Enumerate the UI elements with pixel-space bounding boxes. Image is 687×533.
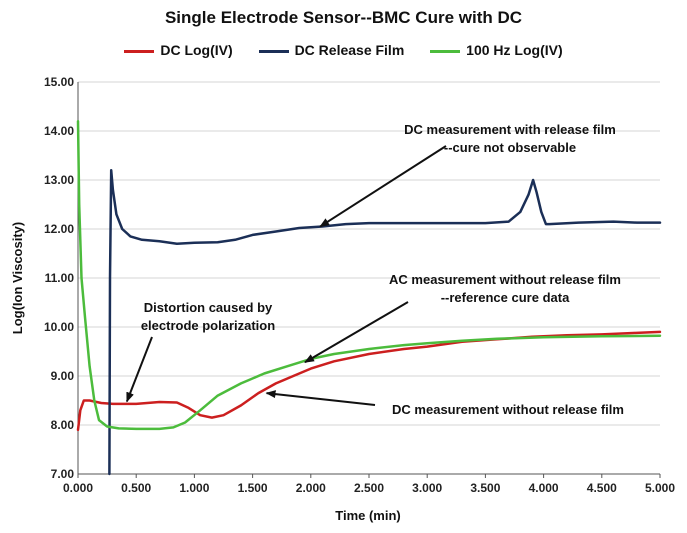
y-tick-label: 7.00 — [51, 467, 75, 481]
x-tick-label: 1.000 — [179, 481, 209, 495]
x-tick-label: 5.000 — [645, 481, 675, 495]
y-axis-label: Log(Ion Viscosity) — [10, 222, 25, 334]
y-tick-label: 14.00 — [44, 124, 74, 138]
legend-item-100hz-log: 100 Hz Log(IV) — [430, 42, 563, 58]
legend-swatch-dc-release-film — [258, 49, 289, 53]
y-tick-label: 15.00 — [44, 75, 74, 89]
x-tick-label: 0.500 — [121, 481, 151, 495]
x-tick-label: 3.500 — [470, 481, 500, 495]
annotation-release-film-text: DC measurement with release film --cure n… — [404, 122, 616, 155]
legend-label-100hz-log: 100 Hz Log(IV) — [466, 42, 563, 58]
legend-item-dc-release-film: DC Release Film — [258, 42, 405, 58]
legend-label-dc-log: DC Log(IV) — [160, 42, 233, 58]
annotation-polarization-arrow — [125, 336, 153, 403]
legend-label-dc-release-film: DC Release Film — [294, 42, 405, 58]
annotation-release-film-arrow — [319, 145, 447, 228]
x-tick-label: 4.000 — [529, 481, 559, 495]
y-tick-label: 9.00 — [51, 369, 75, 383]
series-dc-release-film — [108, 168, 662, 476]
y-tick-label: 12.00 — [44, 222, 74, 236]
annotation-ac-reference-text: AC measurement without release film --ref… — [389, 272, 621, 305]
x-tick-label: 1.500 — [238, 481, 268, 495]
x-tick-label: 2.000 — [296, 481, 326, 495]
y-tick-label: 10.00 — [44, 320, 74, 334]
series-100hz-log-iv — [76, 119, 662, 431]
legend-item-dc-log: DC Log(IV) — [124, 42, 233, 58]
legend-swatch-dc-log — [124, 49, 155, 53]
annotation-polarization-text: Distortion caused by electrode polarizati… — [141, 300, 275, 333]
chart-title: Single Electrode Sensor--BMC Cure with D… — [164, 8, 523, 27]
x-tick-label: 0.000 — [63, 481, 93, 495]
y-tick-label: 13.00 — [44, 173, 74, 187]
annotation-dc-no-film-arrow — [265, 390, 376, 406]
x-tick-label: 4.500 — [587, 481, 617, 495]
annotation-dc-no-film-text: DC measurement without release film — [392, 402, 624, 417]
y-tick-label: 11.00 — [45, 271, 75, 285]
annotation-ac-reference-arrow — [304, 301, 409, 364]
x-tick-label: 3.000 — [412, 481, 442, 495]
x-axis-label: Time (min) — [335, 508, 401, 523]
legend-swatch-100hz-log — [430, 49, 461, 53]
legend: DC Log(IV) DC Release Film 100 Hz Log(IV… — [0, 42, 687, 58]
y-tick-label: 8.00 — [51, 418, 75, 432]
x-tick-label: 2.500 — [354, 481, 384, 495]
